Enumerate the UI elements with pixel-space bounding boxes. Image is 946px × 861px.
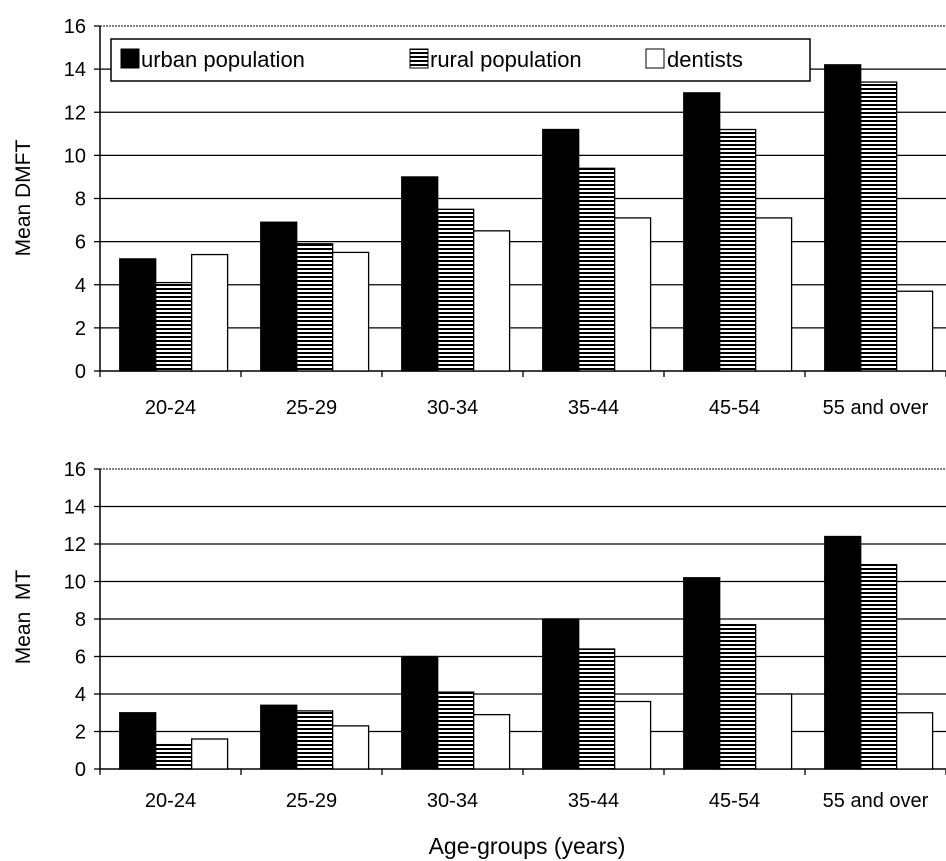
bar-dentists-35-44 <box>614 217 652 372</box>
bar-dentists-30-34 <box>472 713 511 770</box>
bar-rural-30-34 <box>437 208 475 372</box>
bar-urban-20-24 <box>119 712 157 770</box>
plot-area-mt: 0 2 4 6 8 10 12 14 16 20-24 25-29 30-34 35-44 45-54 55… <box>64 459 946 812</box>
x-tick-label: 25-29 <box>286 790 337 812</box>
y-tick-label: 0 <box>75 361 86 383</box>
y-tick-label: 4 <box>75 684 86 706</box>
y-tick-label: 16 <box>64 16 86 38</box>
y-tick-label: 10 <box>64 572 86 594</box>
y-tick-label: 2 <box>75 722 86 744</box>
bar-rural-25-29 <box>296 243 334 372</box>
x-tick-label: 25-29 <box>286 397 337 419</box>
bar-rural-55-and-over <box>860 563 898 770</box>
bar-urban-55-and-over <box>824 64 862 372</box>
bar-urban-55-and-over <box>824 535 862 770</box>
x-axis-label: Age-groups (years) <box>429 833 626 859</box>
bar-urban-30-34 <box>401 176 439 372</box>
bar-urban-25-29 <box>260 704 298 770</box>
y-tick-label: 2 <box>75 318 86 340</box>
x-tick-label: 30-34 <box>427 790 478 812</box>
bar-dentists-30-34 <box>472 230 511 372</box>
bar-dentists-55-and-over <box>896 712 934 770</box>
x-tick-label: 20-24 <box>145 790 196 812</box>
chart-mt: Mean MT 0 2 4 6 8 10 12 14 16 20-24 25-29 30-34 35-4… <box>12 459 946 859</box>
bar-urban-25-29 <box>260 221 298 372</box>
bar-dentists-35-44 <box>614 700 652 770</box>
y-tick-label: 10 <box>64 145 86 167</box>
bar-dentists-20-24 <box>190 738 229 770</box>
y-tick-label: 6 <box>75 647 86 669</box>
bar-rural-35-44 <box>578 167 616 372</box>
y-tick-label: 14 <box>64 497 86 519</box>
y-tick-label: 14 <box>64 59 86 81</box>
y-axis-label-mt: Mean MT <box>12 570 35 665</box>
chart-dmft: Mean DMFT 0 2 4 6 8 10 12 14 16 20-24 25-29 30-34 35… <box>12 16 946 419</box>
bar-dentists-45-54 <box>755 693 793 770</box>
y-axis-label-dmft: Mean DMFT <box>12 139 35 256</box>
bar-rural-55-and-over <box>860 81 898 372</box>
x-tick-label: 45-54 <box>709 397 760 419</box>
y-tick-label: 12 <box>64 102 86 124</box>
legend-swatch-dentists <box>645 48 665 69</box>
x-tick-label: 20-24 <box>145 397 196 419</box>
x-tick-label: 35-44 <box>568 397 619 419</box>
y-tick-label: 4 <box>75 275 86 297</box>
legend: urban population rural population dentis… <box>110 38 811 82</box>
y-tick-label: 12 <box>64 534 86 556</box>
bar-dentists-20-24 <box>190 253 229 372</box>
bar-urban-45-54 <box>683 577 721 770</box>
bar-urban-20-24 <box>119 258 157 372</box>
bar-dentists-25-29 <box>331 725 370 770</box>
bar-dentists-25-29 <box>331 251 370 372</box>
legend-label-dentists: dentists <box>667 47 743 72</box>
bar-rural-30-34 <box>437 691 475 770</box>
bar-rural-35-44 <box>578 648 616 770</box>
x-tick-label: 45-54 <box>709 790 760 812</box>
x-tick-label: 30-34 <box>427 397 478 419</box>
bar-rural-20-24 <box>155 281 193 372</box>
legend-box <box>110 38 811 82</box>
y-tick-label: 8 <box>75 609 86 631</box>
x-tick-label: 55 and over <box>823 397 929 419</box>
legend-label-rural: rural population <box>430 47 582 72</box>
bar-urban-35-44 <box>542 128 580 372</box>
legend-swatch-rural <box>409 48 429 69</box>
legend-swatch-urban <box>120 48 140 69</box>
plot-area-dmft: 0 2 4 6 8 10 12 14 16 20-24 25-29 30-34 35-44 45-54 55… <box>64 16 946 419</box>
legend-label-urban: urban population <box>141 47 305 72</box>
x-tick-label: 35-44 <box>568 790 619 812</box>
x-tick-label: 55 and over <box>823 790 929 812</box>
bar-rural-25-29 <box>296 710 334 770</box>
y-tick-label: 8 <box>75 189 86 211</box>
bar-rural-45-54 <box>719 623 757 770</box>
bar-dentists-55-and-over <box>896 290 934 372</box>
bar-rural-20-24 <box>155 743 193 770</box>
bar-urban-45-54 <box>683 92 721 372</box>
bar-rural-45-54 <box>719 128 757 372</box>
y-tick-label: 0 <box>75 759 86 781</box>
y-tick-label: 6 <box>75 232 86 254</box>
y-tick-label: 16 <box>64 459 86 481</box>
bar-urban-35-44 <box>542 618 580 770</box>
bar-dentists-45-54 <box>755 217 793 372</box>
bar-urban-30-34 <box>401 655 439 770</box>
